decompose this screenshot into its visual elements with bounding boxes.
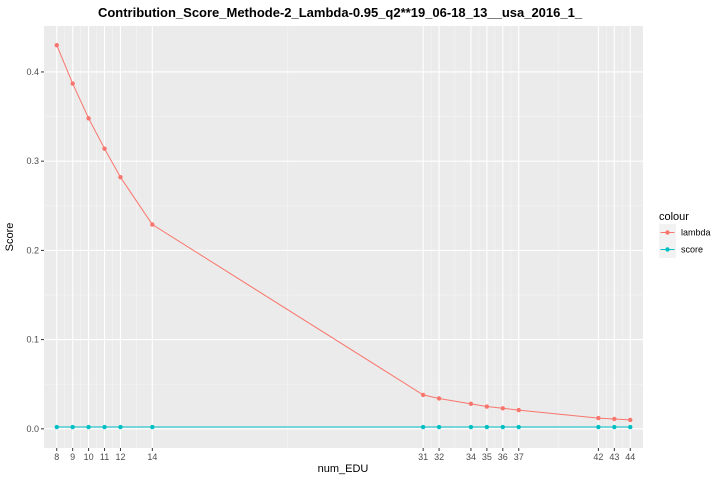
- grid-major: [44, 26, 643, 448]
- data-point-lambda: [420, 392, 426, 398]
- y-tick-label: 0.2: [26, 245, 39, 255]
- y-tick-label: 0.0: [26, 424, 39, 434]
- y-tick-label: 0.3: [26, 156, 39, 166]
- data-point-lambda: [86, 116, 91, 121]
- data-point-score: [628, 424, 633, 430]
- data-point-score: [86, 424, 91, 430]
- y-tick-label: 0.4: [26, 67, 39, 77]
- data-point-score: [420, 424, 426, 430]
- data-point-lambda: [150, 222, 155, 227]
- x-tick-label: 37: [514, 452, 524, 462]
- data-point-lambda: [516, 407, 521, 413]
- data-point-score: [516, 424, 521, 430]
- data-point-score: [612, 424, 617, 430]
- data-point-score: [102, 424, 107, 430]
- x-axis: 8 9 10 11 12 14 31 32 34 35 36 37 42 43 44: [54, 448, 635, 462]
- x-tick-label: 44: [625, 452, 635, 462]
- legend-label-lambda: lambda: [681, 228, 711, 238]
- x-tick-label: 36: [498, 452, 508, 462]
- series-layer: [54, 42, 633, 430]
- x-tick-label: 14: [147, 452, 157, 462]
- x-tick-label: 35: [482, 452, 492, 462]
- data-point-lambda: [54, 42, 59, 48]
- x-tick-label: 12: [115, 452, 125, 462]
- x-axis-title: num_EDU: [318, 463, 369, 475]
- legend-label-score: score: [681, 245, 703, 255]
- y-axis: 0.0 0.1 0.2 0.3 0.4: [26, 67, 44, 434]
- chart-title: Contribution_Score_Methode-2_Lambda-0.95…: [98, 5, 583, 20]
- data-point-lambda: [436, 396, 442, 401]
- data-point-score: [150, 424, 155, 430]
- x-tick-label: 43: [609, 452, 619, 462]
- y-tick-label: 0.1: [26, 335, 39, 345]
- x-tick-label: 9: [70, 452, 75, 462]
- x-tick-label: 31: [418, 452, 428, 462]
- x-tick-label: 8: [54, 452, 59, 462]
- data-point-lambda: [596, 415, 601, 421]
- data-point-score: [70, 424, 75, 430]
- data-point-score: [54, 424, 59, 430]
- data-point-lambda: [484, 404, 490, 409]
- data-point-score: [118, 424, 123, 430]
- data-point-lambda: [70, 81, 75, 86]
- x-tick-label: 11: [100, 452, 109, 462]
- data-point-lambda: [102, 146, 107, 151]
- data-point-score: [436, 424, 442, 430]
- x-tick-label: 34: [466, 452, 476, 462]
- legend-key-point-score: [665, 247, 670, 252]
- data-point-lambda: [500, 406, 506, 411]
- grid-minor: [44, 26, 643, 448]
- data-point-score: [484, 424, 490, 430]
- x-tick-label: 32: [434, 452, 444, 462]
- x-tick-label: 42: [593, 452, 603, 462]
- data-point-lambda: [612, 416, 617, 422]
- data-point-score: [468, 424, 474, 430]
- data-point-score: [596, 424, 601, 430]
- data-point-lambda: [468, 401, 474, 407]
- data-point-lambda: [118, 175, 123, 180]
- legend: colour lambda score: [659, 211, 711, 258]
- legend-title: colour: [659, 211, 689, 223]
- y-axis-title: Score: [4, 223, 16, 252]
- data-point-lambda: [628, 417, 633, 423]
- x-tick-label: 10: [84, 452, 94, 462]
- data-point-score: [500, 424, 506, 430]
- legend-key-point-lambda: [665, 230, 670, 235]
- plot-panel: [44, 26, 643, 448]
